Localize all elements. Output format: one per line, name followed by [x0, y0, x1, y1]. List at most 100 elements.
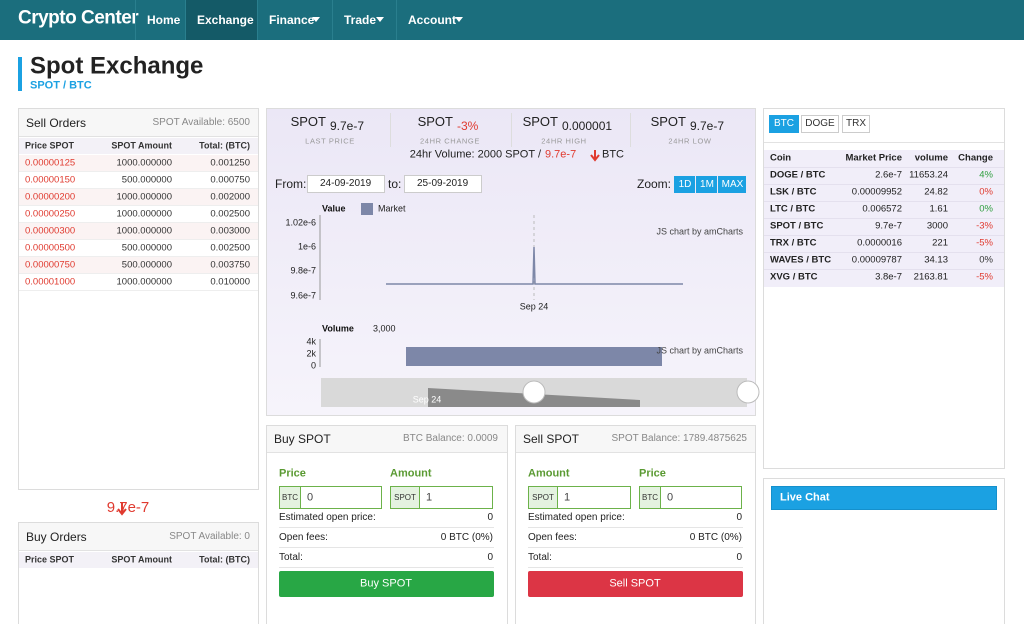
text-input[interactable]: [419, 486, 493, 509]
order-row[interactable]: [19, 240, 258, 257]
scroll-label: Sep 24: [412, 394, 442, 405]
column-header: Coin: [770, 152, 792, 164]
submit-button[interactable]: [528, 571, 743, 597]
text-input[interactable]: [557, 486, 631, 509]
order-cell: 0.003750: [210, 259, 250, 271]
order-row[interactable]: [19, 257, 258, 274]
volume-label: Volume: [322, 323, 354, 334]
summary-divider: [279, 527, 494, 528]
order-row[interactable]: [19, 189, 258, 206]
y-tick-label: 9.6e-7: [290, 290, 316, 301]
market-cell: 9.7e-7: [875, 220, 902, 232]
volume-tick-label: 2k: [306, 348, 316, 359]
order-cell: 0.002500: [210, 208, 250, 220]
market-cell: SPOT / BTC: [770, 220, 824, 232]
navbar: [0, 0, 1024, 40]
market-row[interactable]: [764, 184, 1004, 201]
x-tick-label: Sep 24: [519, 301, 549, 312]
market-row[interactable]: [764, 201, 1004, 218]
order-row[interactable]: [19, 172, 258, 189]
order-row[interactable]: [19, 223, 258, 240]
submit-button[interactable]: [279, 571, 494, 597]
order-cell: 1000.000000: [116, 208, 172, 220]
date-value: 25-09-2019: [417, 178, 469, 189]
addon-text: BTC: [282, 493, 298, 503]
stat-label: 24HR LOW: [668, 136, 712, 146]
summary-value: 0: [487, 512, 493, 523]
legend-title: Value: [322, 203, 346, 214]
summary-divider: [528, 567, 743, 568]
nav-item[interactable]: [135, 0, 185, 40]
market-cell: 2.6e-7: [875, 169, 902, 181]
zoom-button[interactable]: [696, 176, 717, 193]
table-header: [19, 138, 258, 154]
available: SPOT Available: 0: [169, 531, 250, 542]
market-tab[interactable]: [842, 115, 870, 133]
order-cell: 0.000750: [210, 174, 250, 186]
summary-divider: [279, 567, 494, 568]
market-row[interactable]: [764, 167, 1004, 184]
panel-title: Sell SPOT: [523, 431, 580, 446]
field-label: Amount: [390, 467, 432, 480]
stat-value: 0.000001: [562, 118, 613, 133]
market-cell: 3000: [926, 220, 948, 232]
order-row[interactable]: [19, 274, 258, 291]
live-chat-button[interactable]: [771, 486, 997, 510]
market-cell: DOGE / BTC: [770, 169, 826, 181]
order-cell: 0.001250: [210, 157, 250, 169]
zoom-label-text: MAX: [721, 179, 744, 190]
summary-label: Estimated open price:: [279, 512, 376, 523]
order-cell: 0.00000750: [25, 259, 76, 271]
market-cell: 0%: [979, 254, 993, 266]
stat-value: -3%: [457, 118, 479, 133]
nav-label: Home: [147, 12, 181, 27]
nav-item[interactable]: [257, 0, 332, 40]
summary-value: 0 BTC (0%): [689, 532, 742, 543]
title-accent: [18, 57, 22, 91]
zoom-button[interactable]: [718, 176, 746, 193]
button-label: Sell SPOT: [609, 577, 661, 590]
order-cell: 0.002000: [210, 191, 250, 203]
panel-title: Buy Orders: [26, 529, 87, 544]
order-cell: 1000.000000: [116, 191, 172, 203]
field-label: Amount: [528, 467, 570, 480]
nav-label: Finance: [269, 12, 315, 27]
market-row[interactable]: [764, 269, 1004, 286]
date-input[interactable]: [404, 175, 482, 193]
market-cell: 0.006572: [862, 203, 902, 215]
page-subtitle: SPOT / BTC: [30, 79, 92, 92]
order-row[interactable]: [19, 206, 258, 223]
addon-text: SPOT: [394, 493, 416, 503]
summary-label: Total:: [279, 552, 303, 563]
date-value: 24-09-2019: [320, 178, 372, 189]
market-row[interactable]: [764, 252, 1004, 269]
column-header: Total: (BTC): [199, 140, 250, 151]
market-tab[interactable]: [769, 115, 799, 133]
nav-label: Exchange: [197, 12, 254, 27]
nav-item[interactable]: [396, 0, 475, 40]
summary-value: 0 BTC (0%): [440, 532, 493, 543]
text-input[interactable]: [660, 486, 742, 509]
market-tab[interactable]: [801, 115, 839, 133]
field-label: Price: [639, 467, 666, 480]
summary-value: 0: [736, 512, 742, 523]
input-value: 0: [667, 491, 674, 504]
order-cell: 0.00000200: [25, 191, 76, 203]
panel-header: [267, 426, 507, 453]
market-divider: [764, 142, 1004, 143]
date-input[interactable]: [307, 175, 385, 193]
chart-credit: JS chart by amCharts: [656, 226, 743, 237]
zoom-button[interactable]: [674, 176, 695, 193]
nav-item[interactable]: [185, 0, 257, 40]
text-input[interactable]: [300, 486, 382, 509]
nav-item[interactable]: [332, 0, 396, 40]
available: SPOT Available: 6500: [152, 117, 250, 128]
column-header: Price SPOT: [25, 140, 75, 151]
summary-divider: [528, 527, 743, 528]
market-row[interactable]: [764, 218, 1004, 235]
market-row[interactable]: [764, 235, 1004, 252]
market-cell: 0.00009787: [851, 254, 902, 266]
market-cell: -5%: [976, 271, 993, 283]
order-row[interactable]: [19, 155, 258, 172]
